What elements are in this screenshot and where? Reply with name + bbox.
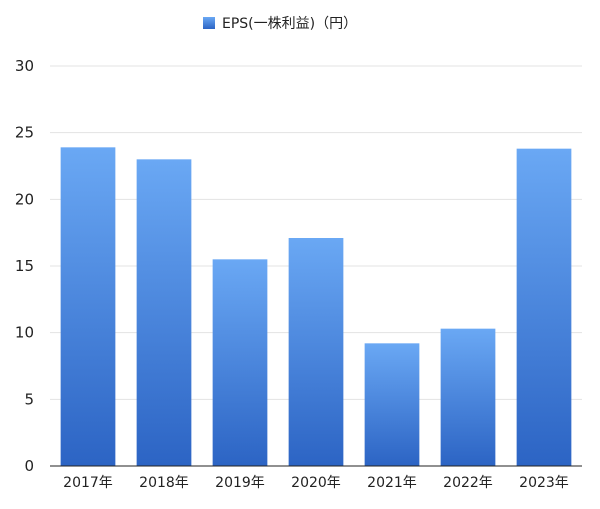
x-tick-label: 2023年 <box>519 475 569 491</box>
x-tick-label: 2020年 <box>291 475 341 491</box>
bar-2017年 <box>60 147 116 467</box>
x-tick-label: 2018年 <box>139 475 189 491</box>
x-tick-label: 2022年 <box>443 475 493 491</box>
y-tick-label: 20 <box>15 190 34 208</box>
legend: EPS(一株利益)（円） <box>203 16 357 32</box>
bar-2018年 <box>136 159 192 467</box>
x-tick-label: 2017年 <box>63 475 113 491</box>
bar-2023年 <box>516 148 572 466</box>
y-tick-label: 10 <box>15 324 34 342</box>
x-axis-ticks: 2017年 2018年 2019年 2020年 2021年 2022年 2023年 <box>63 475 569 491</box>
bar-2020年 <box>288 238 344 466</box>
y-axis-ticks: 0 5 10 15 20 25 30 <box>15 57 34 475</box>
y-tick-label: 5 <box>24 390 34 408</box>
y-tick-label: 0 <box>24 457 34 475</box>
bar-2019年 <box>212 259 268 466</box>
legend-label: EPS(一株利益)（円） <box>222 16 357 32</box>
legend-swatch <box>203 17 215 29</box>
y-tick-label: 15 <box>15 257 34 275</box>
bars <box>60 147 572 467</box>
bar-2022年 <box>440 328 496 466</box>
bar-2021年 <box>364 343 420 466</box>
y-tick-label: 30 <box>15 57 34 75</box>
x-tick-label: 2021年 <box>367 475 417 491</box>
y-tick-label: 25 <box>15 124 34 142</box>
x-tick-label: 2019年 <box>215 475 265 491</box>
